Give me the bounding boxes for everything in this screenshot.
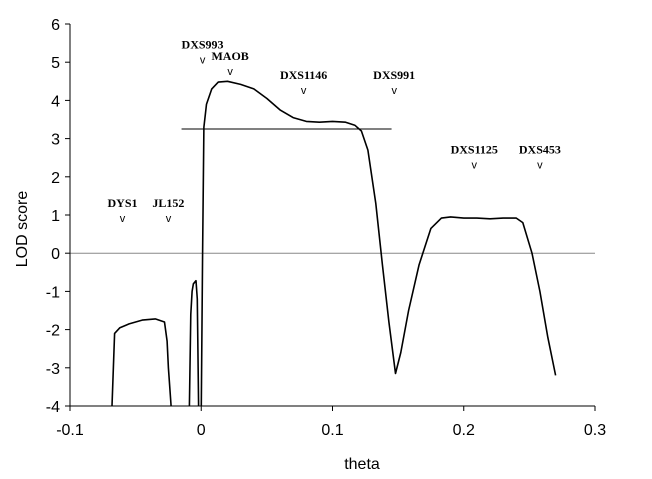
- y-tick-label: 5: [51, 55, 60, 72]
- marker-label: DXS453: [519, 142, 561, 156]
- marker-label: DYS1: [107, 196, 137, 210]
- y-tick-label: 4: [51, 93, 60, 110]
- marker-annotation: DXS991 v: [373, 68, 415, 97]
- marker-caret: v: [227, 66, 233, 78]
- x-ticks: -0.1 0 0.1 0.2 0.3: [56, 406, 606, 439]
- marker-caret: v: [166, 213, 172, 225]
- marker-caret: v: [537, 159, 543, 171]
- y-tick-label: -4: [46, 399, 60, 416]
- y-tick-label: 0: [51, 246, 60, 263]
- y-tick-label: 3: [51, 132, 60, 149]
- marker-label: DXS1146: [280, 68, 327, 82]
- y-tick-label: -2: [46, 323, 60, 340]
- x-tick-label: 0.1: [321, 422, 343, 439]
- marker-caret: v: [120, 213, 126, 225]
- marker-annotation: MAOB v: [211, 49, 248, 78]
- marker-annotation: DYS1 v: [107, 196, 137, 225]
- marker-label: DXS1125: [451, 142, 498, 156]
- y-axis-title: LOD score: [14, 191, 31, 268]
- lod-curve-segment: [188, 279, 200, 407]
- marker-annotation: DXS1125 v: [451, 142, 498, 171]
- x-axis-title: theta: [344, 456, 380, 473]
- x-tick-label: 0.3: [584, 422, 606, 439]
- y-ticks: -4 -3 -2 -1 0 1 2 3 4 5 6: [46, 17, 70, 416]
- y-tick-label: 1: [51, 208, 60, 225]
- lod-curve-segment: [200, 80, 557, 407]
- marker-annotation: JL152 v: [152, 196, 184, 225]
- axes: [69, 24, 595, 407]
- y-tick-label: -1: [46, 284, 60, 301]
- marker-caret: v: [200, 54, 206, 66]
- marker-label: JL152: [152, 196, 184, 210]
- marker-caret: v: [391, 85, 397, 97]
- marker-annotation: DXS993 v: [182, 37, 224, 66]
- marker-label: MAOB: [211, 49, 248, 63]
- marker-annotation: DXS453 v: [519, 142, 561, 171]
- series-layer: [111, 80, 557, 407]
- x-tick-label: 0: [197, 422, 206, 439]
- marker-caret: v: [472, 159, 478, 171]
- lod-curve-segment: [111, 318, 172, 407]
- x-tick-label: -0.1: [56, 422, 84, 439]
- marker-label: DXS993: [182, 37, 224, 51]
- marker-label: DXS991: [373, 68, 415, 82]
- marker-annotation: DXS1146 v: [280, 68, 327, 97]
- y-tick-label: 2: [51, 170, 60, 187]
- y-tick-label: -3: [46, 361, 60, 378]
- marker-caret: v: [301, 85, 307, 97]
- reference-lines: [70, 128, 595, 254]
- x-tick-label: 0.2: [453, 422, 475, 439]
- y-tick-label: 6: [51, 17, 60, 34]
